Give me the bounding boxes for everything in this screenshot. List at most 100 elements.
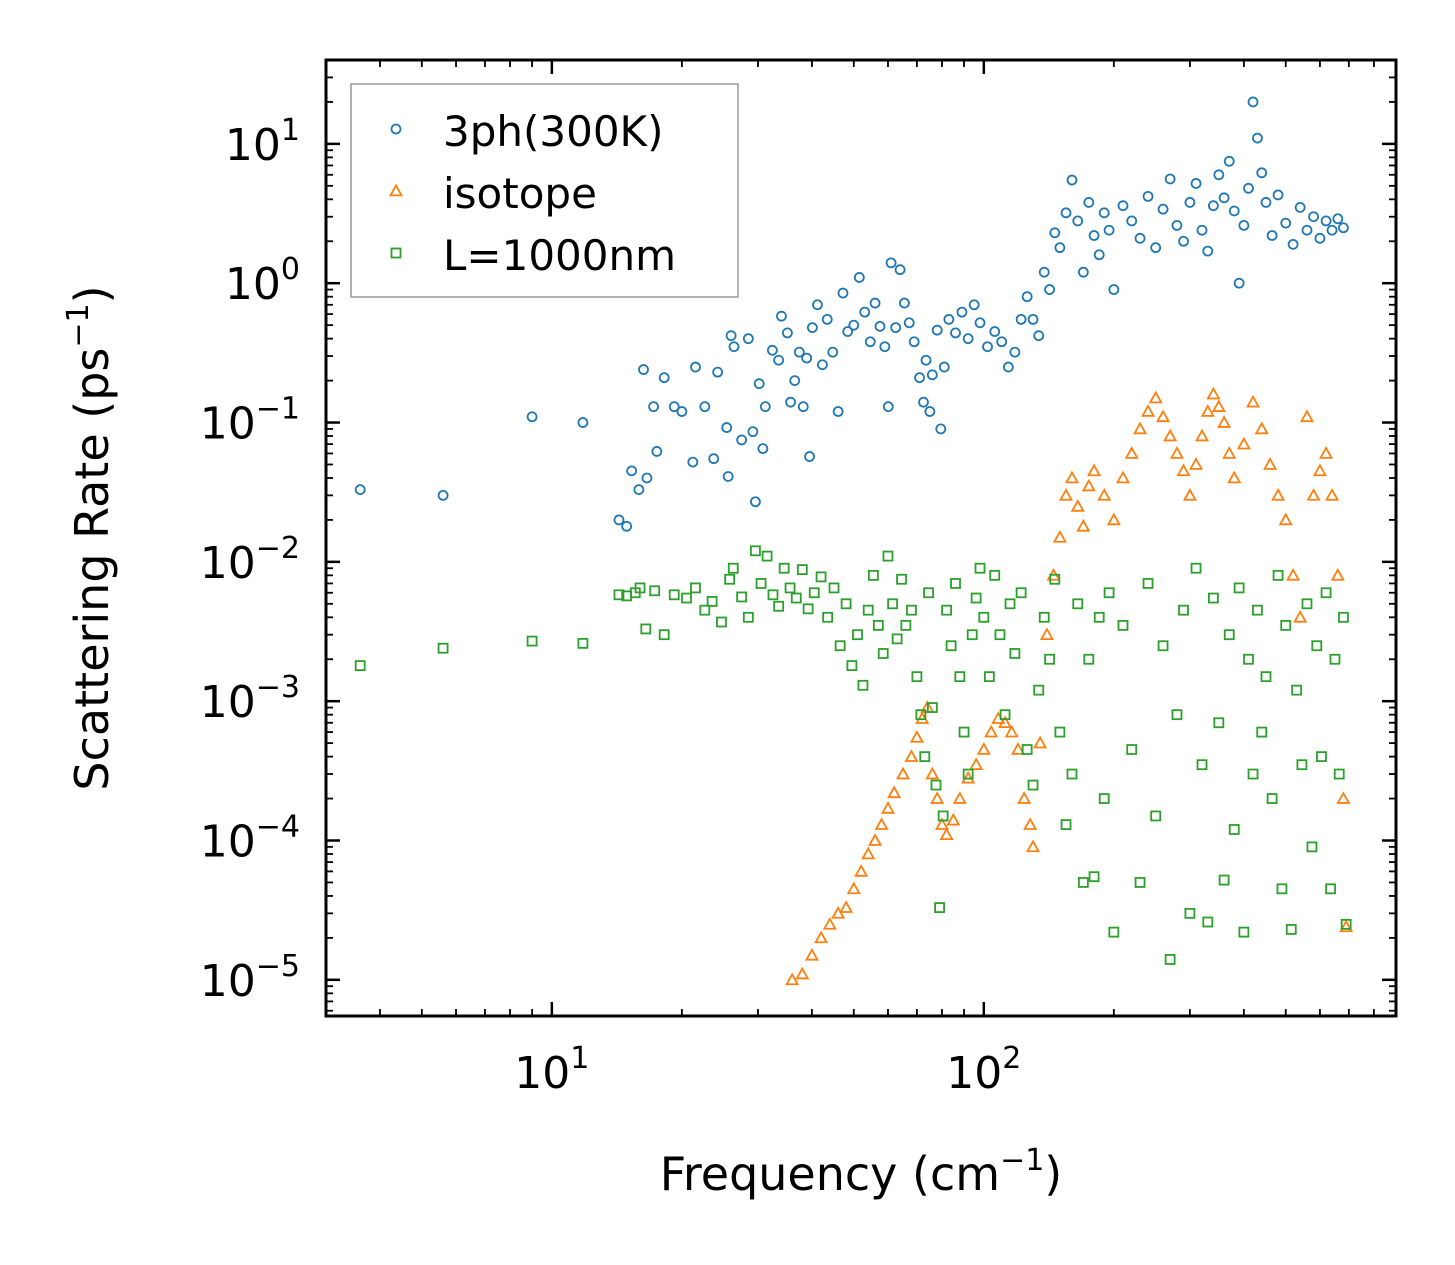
data-point: [882, 550, 894, 562]
data-point: [832, 406, 844, 417]
data-point: [1196, 224, 1208, 236]
data-point: [724, 573, 736, 585]
data-point: [815, 571, 827, 583]
data-point: [727, 562, 739, 574]
data-point: [1266, 793, 1278, 804]
data-point: [1314, 232, 1326, 244]
data-point: [1308, 211, 1319, 223]
data-point: [1256, 167, 1268, 179]
data-point: [908, 336, 920, 348]
data-point: [1243, 182, 1254, 194]
data-point: [640, 623, 652, 635]
data-point: [802, 603, 814, 615]
data-point: [1178, 604, 1189, 616]
data-point: [1228, 824, 1240, 835]
y-tick-label: 101: [225, 113, 300, 171]
data-point: [1015, 313, 1027, 325]
data-point: [1296, 759, 1308, 771]
data-point: [1217, 415, 1232, 428]
data-point: [1222, 446, 1237, 459]
data-point: [1163, 428, 1178, 442]
data-point: [839, 900, 854, 913]
data-point: [1178, 235, 1189, 247]
data-point: [918, 396, 929, 408]
data-point: [864, 336, 876, 348]
data-point: [1002, 361, 1014, 373]
data-point: [1190, 178, 1202, 189]
data-point: [989, 569, 1001, 581]
data-point: [1098, 207, 1110, 219]
data-point: [925, 766, 940, 780]
data-point: [872, 619, 884, 631]
data-point: [808, 587, 820, 599]
data-point: [822, 611, 834, 623]
data-point: [885, 257, 897, 269]
data-point: [1134, 232, 1146, 244]
data-point: [1218, 192, 1230, 204]
data-point: [621, 520, 633, 532]
data-point: [1004, 724, 1019, 738]
data-point: [1049, 227, 1061, 239]
data-point: [1238, 219, 1250, 231]
data-point: [958, 726, 970, 738]
data-point: [1306, 488, 1321, 501]
data-point: [1117, 200, 1129, 212]
data-point: [638, 364, 649, 375]
data-point: [750, 496, 761, 508]
data-point: [1207, 200, 1219, 212]
data-point: [1291, 684, 1303, 696]
series-1: [785, 386, 1354, 986]
data-point: [828, 582, 840, 594]
data-point: [1077, 266, 1089, 278]
data-point: [1338, 222, 1349, 234]
data-point: [1064, 470, 1080, 484]
data-point: [937, 810, 949, 822]
data-point: [801, 352, 813, 364]
data-point: [896, 573, 907, 585]
y-tick-label: 10−1: [200, 392, 300, 450]
data-point: [899, 297, 910, 309]
data-point: [840, 598, 852, 610]
data-point: [681, 592, 692, 604]
data-point: [577, 637, 589, 649]
data-point: [1164, 954, 1176, 965]
data-point: [1256, 726, 1268, 738]
data-point: [1223, 155, 1235, 167]
data-point: [1271, 488, 1286, 501]
data-point: [1081, 478, 1096, 492]
data-point: [784, 582, 796, 594]
data-point: [1223, 629, 1235, 641]
data-point: [613, 514, 625, 526]
data-point: [1202, 245, 1214, 257]
legend-label: L=1000nm: [443, 231, 676, 280]
data-point: [1027, 779, 1039, 791]
data-point: [742, 611, 754, 623]
legend-label: isotope: [443, 169, 597, 218]
data-point: [706, 596, 718, 607]
data-point: [926, 369, 938, 381]
data-point: [903, 317, 915, 329]
series-0: [354, 96, 1349, 532]
data-point: [846, 660, 858, 672]
data-point: [776, 310, 787, 322]
data-point: [930, 779, 942, 791]
data-point: [1233, 582, 1245, 594]
data-point: [785, 396, 796, 408]
data-point: [1141, 404, 1156, 417]
legend-box: [350, 83, 739, 298]
data-point: [882, 401, 894, 413]
data-point: [1245, 394, 1261, 408]
data-point: [1142, 190, 1154, 202]
data-point: [827, 346, 839, 358]
data-point: [1023, 817, 1038, 830]
data-point: [1293, 609, 1308, 623]
data-point: [914, 372, 925, 384]
data-point: [915, 709, 927, 721]
data-point: [1009, 648, 1021, 659]
data-point: [1070, 499, 1085, 512]
data-point: [982, 341, 993, 353]
data-point: [861, 846, 876, 860]
data-point: [817, 359, 828, 371]
y-tick-label: 10−3: [200, 670, 300, 728]
data-point: [1088, 230, 1100, 241]
